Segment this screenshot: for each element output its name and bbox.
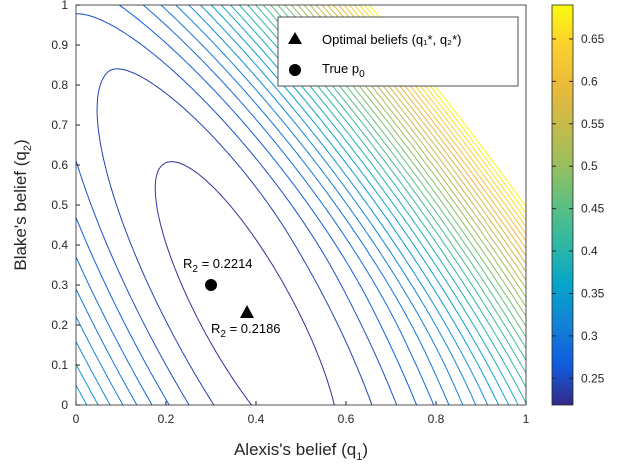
true-p0-marker	[205, 279, 217, 291]
x-tick-label: 1	[523, 412, 530, 426]
colorbar-tick-label: 0.35	[581, 287, 605, 301]
x-tick-label: 0	[73, 412, 80, 426]
colorbar-tick-label: 0.3	[581, 329, 598, 343]
y-tick-label: 0.9	[51, 38, 68, 52]
y-tick-label: 0.3	[51, 278, 68, 292]
optimal-beliefs-marker	[240, 305, 254, 318]
legend-label-optimal: Optimal beliefs (q₁*, q₂*)	[322, 32, 462, 47]
y-axis-ticks: 0 0.1 0.2 0.3 0.4 0.5 0.6 0.7 0.8 0.9 1	[51, 0, 80, 412]
y-tick-label: 0.2	[51, 318, 68, 332]
x-axis-ticks: 0 0.2 0.4 0.6 0.8 1	[73, 401, 530, 426]
colorbar-tick-label: 0.6	[581, 74, 598, 88]
x-axis-label: Alexis's belief (q1)	[234, 440, 368, 463]
contour-line	[76, 5, 450, 405]
y-tick-label: 0.6	[51, 158, 68, 172]
contour-lines	[76, 5, 526, 405]
colorbar-ticks: 0.25 0.3 0.35 0.4 0.45 0.5 0.55 0.6 0.65	[552, 32, 605, 385]
contour-line	[76, 5, 500, 405]
y-tick-label: 1	[61, 0, 68, 12]
colorbar	[551, 4, 574, 406]
x-tick-label: 0.2	[158, 412, 175, 426]
colorbar-tick-label: 0.4	[581, 244, 598, 258]
annotation-true-p0: R2 = 0.2214	[183, 256, 253, 275]
x-tick-label: 0.8	[428, 412, 445, 426]
contour-line	[76, 5, 489, 405]
annotation-optimal: R2 = 0.2186	[211, 321, 281, 340]
colorbar-tick-label: 0.65	[581, 32, 605, 46]
y-axis-label: Blake's belief (q2)	[11, 139, 34, 270]
y-tick-label: 0	[61, 398, 68, 412]
y-tick-label: 0.7	[51, 118, 68, 132]
contour-line	[154, 161, 335, 405]
legend: Optimal beliefs (q₁*, q₂*) True p0	[277, 16, 519, 87]
x-tick-label: 0.4	[248, 412, 265, 426]
contour-line	[230, 5, 519, 405]
contour-line	[76, 5, 477, 405]
legend-circle-icon	[289, 64, 301, 76]
colorbar-tick-label: 0.5	[581, 159, 598, 173]
y-tick-label: 0.8	[51, 78, 68, 92]
colorbar-tick-label: 0.25	[581, 371, 605, 385]
contour-line	[76, 5, 464, 405]
contour-line	[76, 13, 398, 405]
x-tick-label: 0.6	[338, 412, 355, 426]
legend-triangle-icon	[288, 32, 302, 44]
colorbar-tick-label: 0.45	[581, 202, 605, 216]
y-tick-label: 0.5	[51, 198, 68, 212]
y-tick-label: 0.1	[51, 358, 68, 372]
colorbar-tick-label: 0.55	[581, 117, 605, 131]
legend-label-true: True p0	[322, 61, 365, 80]
legend-box	[277, 16, 519, 87]
y-tick-label: 0.4	[51, 238, 68, 252]
contour-line	[76, 5, 418, 405]
contour-line	[96, 68, 373, 405]
